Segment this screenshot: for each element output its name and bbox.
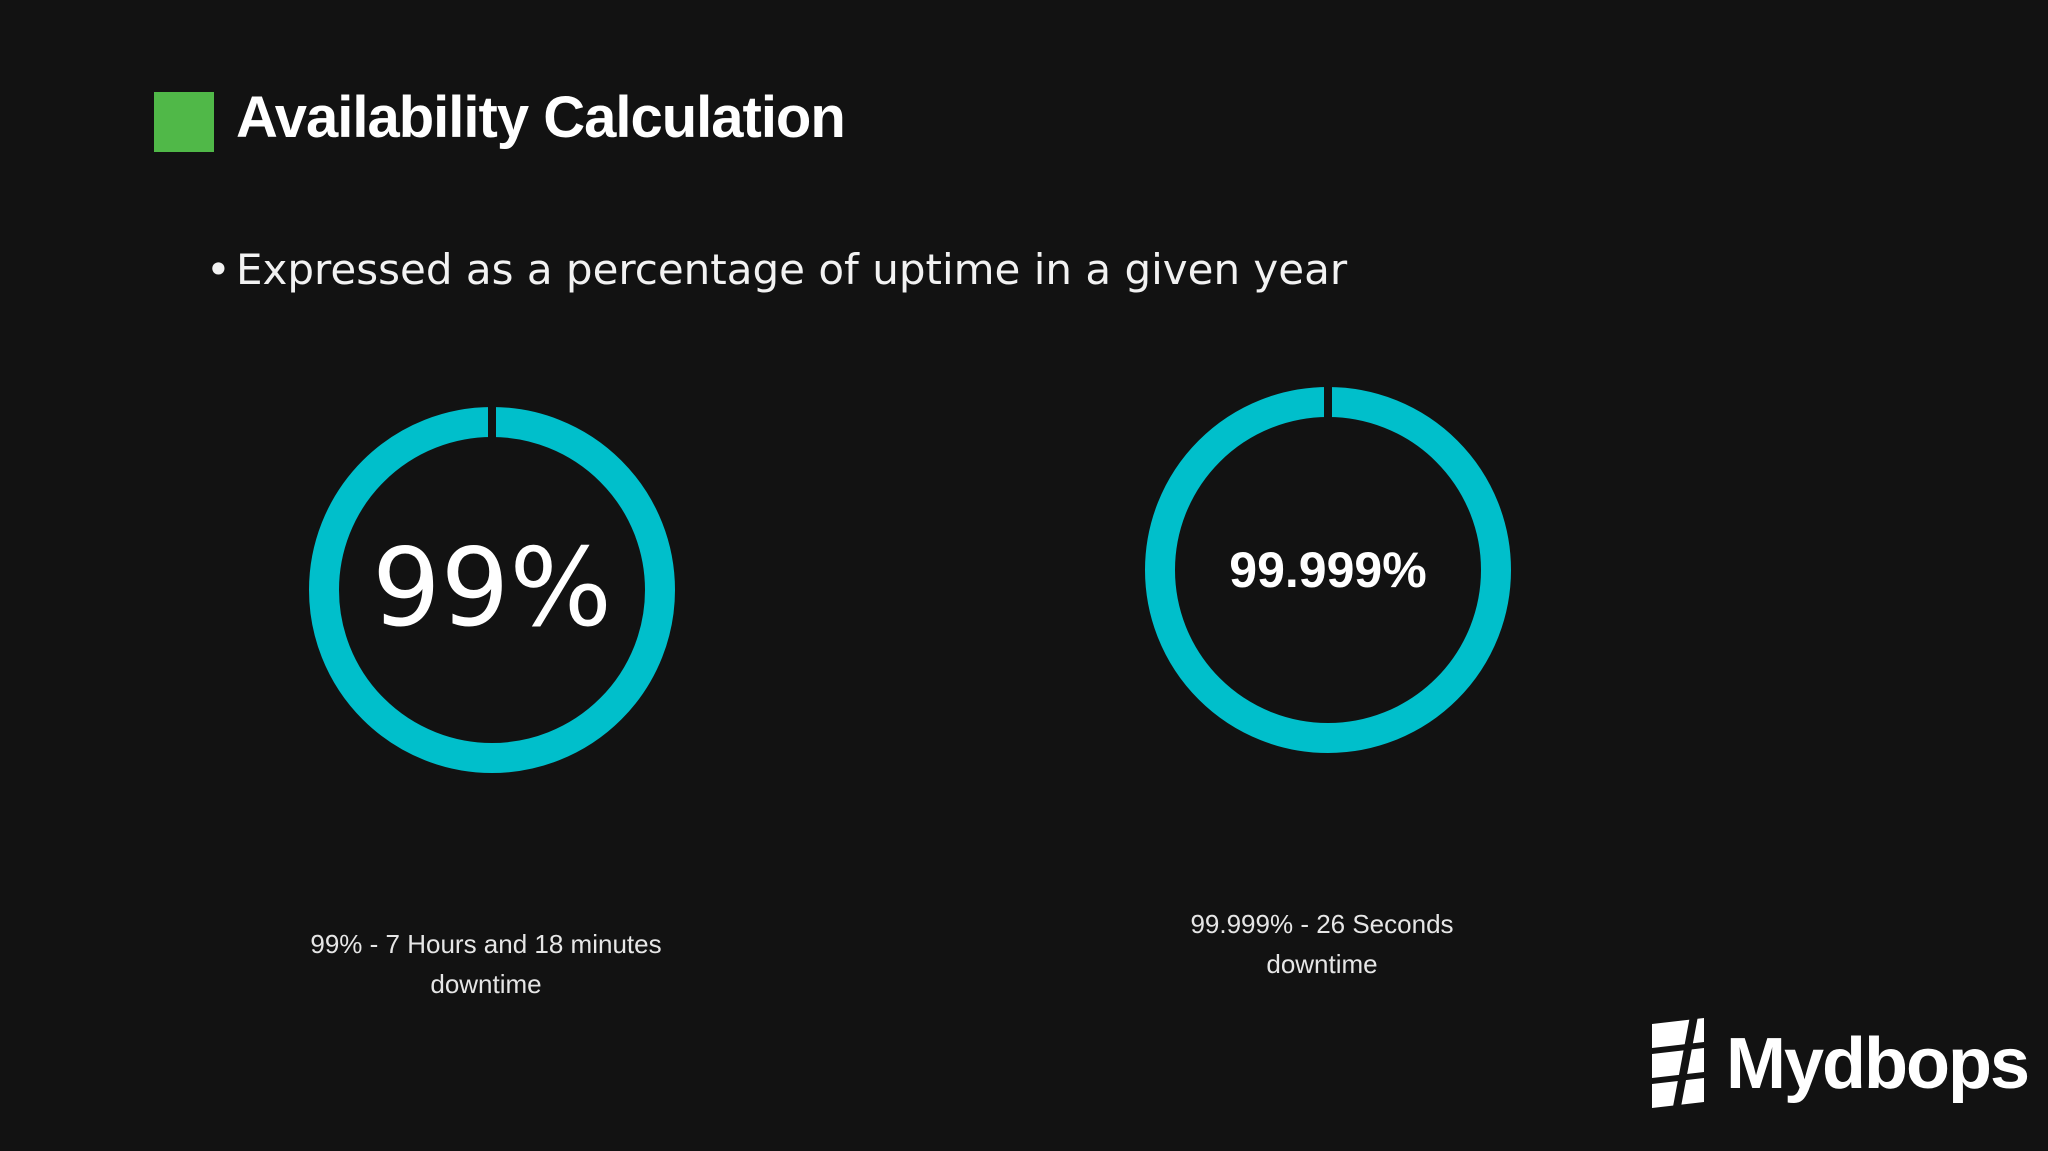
logo-wordmark: Mydbops	[1726, 1024, 2030, 1104]
title-accent-square	[154, 92, 214, 152]
availability-gauge-99: 99%	[308, 406, 676, 774]
caption-line: 99% - 7 Hours and 18 minutes	[310, 929, 662, 959]
logo-mark-icon	[1652, 1016, 1704, 1112]
caption-line: downtime	[1266, 949, 1378, 979]
slide-title: Availability Calculation	[236, 85, 846, 150]
gauge-value-label: 99%	[371, 526, 613, 651]
availability-gauge-99999: 99.999%	[1144, 386, 1512, 754]
bullet-dot: •	[206, 245, 231, 294]
bullet-item: • Expressed as a percentage of uptime in …	[206, 242, 1347, 298]
mydbops-logo: Mydbops	[1642, 1012, 2030, 1116]
caption-line: downtime	[430, 969, 542, 999]
gauge-caption-99999: 99.999% - 26 Seconds downtime	[1098, 904, 1546, 984]
gauge-caption-99: 99% - 7 Hours and 18 minutes downtime	[262, 924, 710, 1004]
caption-line: 99.999% - 26 Seconds	[1190, 909, 1454, 939]
gauge-ring	[1145, 386, 1511, 753]
bullet-text: Expressed as a percentage of uptime in a…	[236, 245, 1348, 294]
gauge-ring	[309, 406, 675, 773]
gauge-value-label: 99.999%	[1229, 542, 1427, 598]
